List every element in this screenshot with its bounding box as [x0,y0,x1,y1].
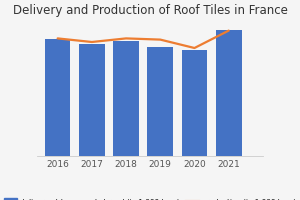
Bar [182,49,207,156]
Bar [45,39,70,156]
Title: Delivery and Production of Roof Tiles in France: Delivery and Production of Roof Tiles in… [13,4,287,17]
Bar [216,30,242,156]
Bar [79,44,105,156]
Legend: delivery at home and abroad (in 1.000 tons), production (in 1.000 tons): delivery at home and abroad (in 1.000 to… [1,195,299,200]
Bar [147,46,173,156]
Bar [113,40,139,156]
